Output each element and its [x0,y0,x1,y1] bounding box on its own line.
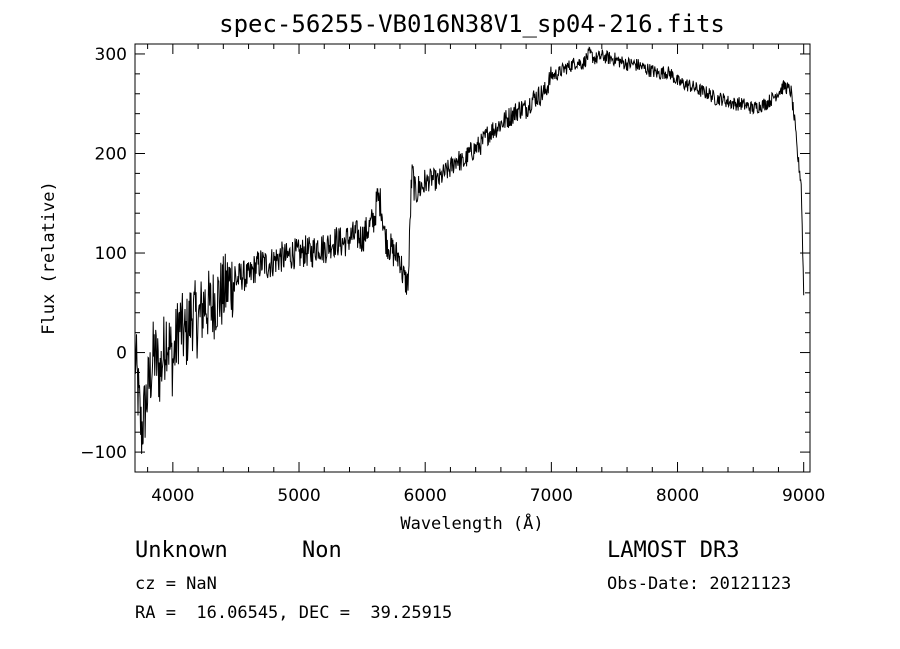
x-tick-label: 7000 [530,486,573,506]
y-tick-label: 200 [95,144,127,164]
spectrum-line [134,46,805,454]
x-tick-label: 9000 [782,486,825,506]
object-class: Unknown [135,538,228,563]
x-tick-label: 5000 [277,486,320,506]
y-axis-label: Flux (relative) [39,181,59,335]
observation-date: Obs-Date: 20121123 [607,574,792,594]
x-tick-label: 6000 [404,486,447,506]
ra-dec: RA = 16.06545, DEC = 39.25915 [135,603,453,623]
x-tick-label: 4000 [151,486,194,506]
y-tick-label: 100 [95,244,127,264]
x-tick-label: 8000 [656,486,699,506]
y-tick-label: 300 [95,45,127,65]
y-tick-label: 0 [116,344,127,364]
plot-frame [134,43,811,473]
survey-name: LAMOST DR3 [607,538,740,563]
x-axis-label: Wavelength (Å) [400,512,543,534]
redshift-cz: cz = NaN [135,574,217,594]
tick-labels: 4000 5000 6000 7000 8000 9000 −100 0 100 200 300 [80,45,825,506]
axis-ticks [135,44,810,473]
chart-title: spec-56255-VB016N38V1_sp04-216.fits [219,10,725,38]
y-tick-label: −100 [80,443,127,463]
object-subclass: Non [302,538,342,563]
